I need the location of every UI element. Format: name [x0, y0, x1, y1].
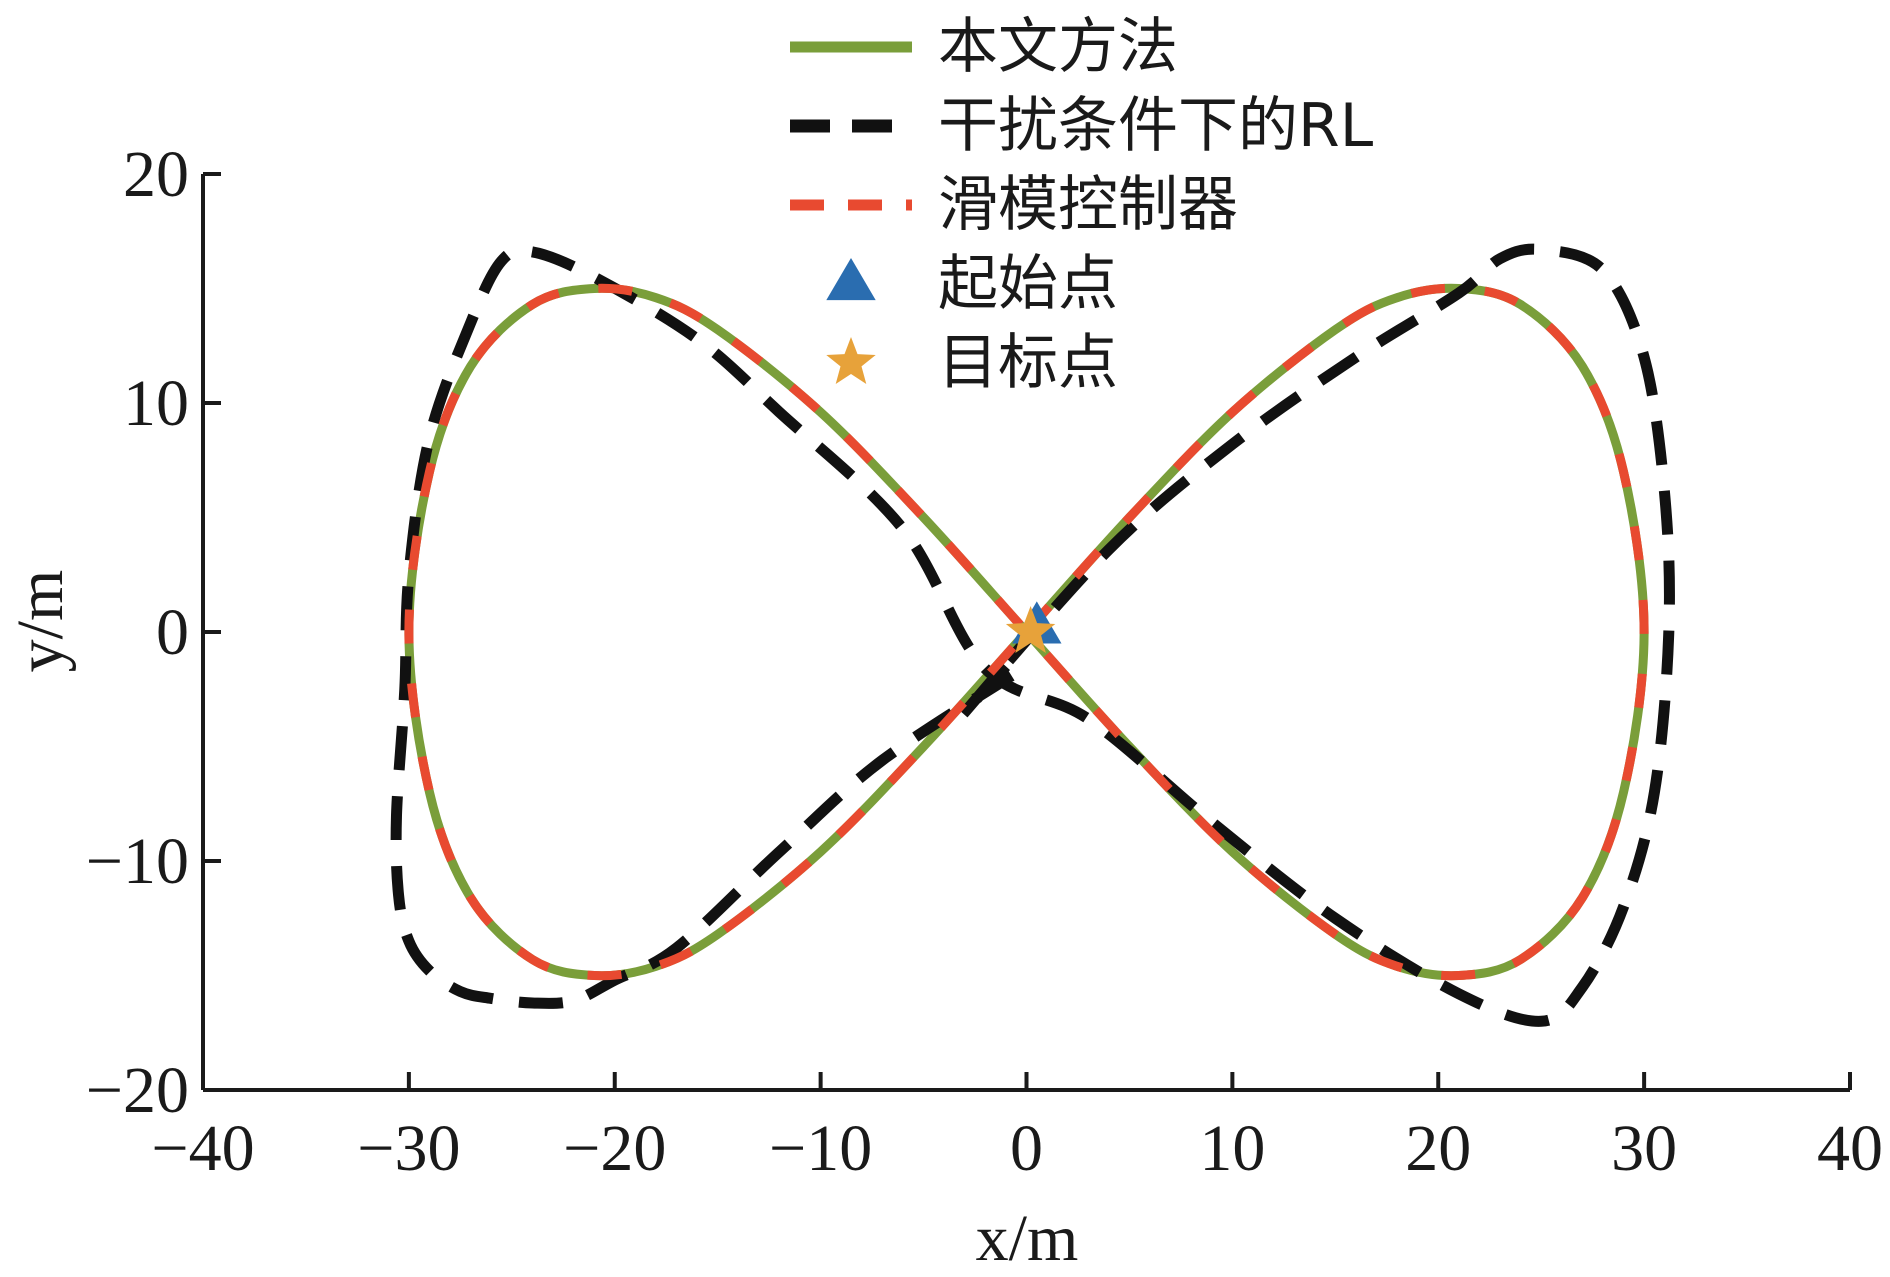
legend-label-2: 干扰条件下的RL	[938, 91, 1374, 161]
series-line-2	[390, 243, 1675, 1027]
x-tick-label: 40	[1817, 1112, 1883, 1185]
x-tick-label: −30	[357, 1112, 460, 1185]
x-tick-label: 30	[1611, 1112, 1677, 1185]
x-tick-label: −10	[769, 1112, 872, 1185]
legend-label-3: 滑模控制器	[938, 170, 1238, 240]
x-tick-label: 10	[1199, 1112, 1265, 1185]
axes: −40 −30 −20 −10 0 10 20 30 40 −20 −10 0 10 20	[86, 138, 1883, 1185]
legend-label-5: 目标点	[938, 328, 1118, 398]
x-tick-label: 0	[1010, 1112, 1043, 1185]
point-markers	[1005, 601, 1062, 653]
y-tick-label: −10	[86, 825, 189, 898]
legend-swatch-5	[826, 337, 876, 384]
y-tick-label: 10	[123, 367, 189, 440]
x-tick-label: −40	[151, 1112, 254, 1185]
y-tick-label: 0	[156, 596, 189, 669]
legend-swatch-4	[826, 258, 876, 301]
target-point-marker	[1005, 606, 1056, 653]
x-axis-label: x/m	[976, 1202, 1079, 1275]
y-axis-label: y/m	[4, 570, 77, 673]
x-tick-label: 20	[1405, 1112, 1471, 1185]
y-tick-label: 20	[123, 138, 189, 211]
legend-label-4: 起始点	[938, 249, 1118, 319]
y-tick-label: −20	[86, 1054, 189, 1127]
x-tick-label: −20	[563, 1112, 666, 1185]
legend-label-1: 本文方法	[938, 12, 1178, 82]
